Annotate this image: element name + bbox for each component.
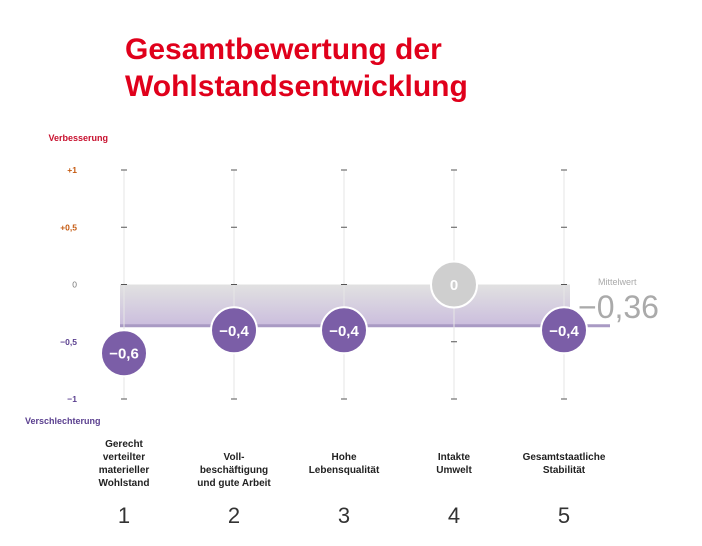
data-label-5: −0,4 xyxy=(549,323,579,340)
category-label-line: verteilter xyxy=(102,452,146,463)
category-label-line: und gute Arbeit xyxy=(197,478,271,489)
data-label-1: −0,6 xyxy=(109,346,139,363)
data-point-5 xyxy=(540,306,588,355)
title-line-2: Wohlstandsentwicklung xyxy=(125,70,468,103)
category-label-line: Hohe xyxy=(331,452,357,463)
category-number-5: 5 xyxy=(557,503,571,528)
data-label-3: −0,4 xyxy=(329,323,359,340)
category-number-2: 2 xyxy=(227,503,241,528)
category-label-2: Voll-beschäftigung und gute Arbeit xyxy=(179,451,289,490)
category-label-line: Gerecht xyxy=(105,439,143,450)
data-label-2: −0,4 xyxy=(219,323,249,340)
data-point-1 xyxy=(100,329,148,378)
data-point-2 xyxy=(210,306,258,355)
category-label-line: Gesamtstaatliche xyxy=(522,452,606,463)
y-tick-label: −1 xyxy=(67,394,77,404)
category-label-line: materieller xyxy=(98,465,150,476)
category-label-line: Lebensqualität xyxy=(308,465,380,476)
category-label-3: Hohe Lebensqualität xyxy=(289,451,399,477)
y-tick-label: −0,5 xyxy=(60,337,77,347)
category-number-1: 1 xyxy=(117,503,131,528)
category-number-3: 3 xyxy=(337,503,351,528)
category-label-line: Voll- xyxy=(223,452,245,463)
y-tick-label: +1 xyxy=(67,165,77,175)
category-label-1: Gerecht verteilter materieller Wohlstand xyxy=(69,438,179,490)
mean-value: −0,36 xyxy=(578,289,659,325)
category-label-line: Wohlstand xyxy=(98,478,150,489)
category-label-line: beschäftigung xyxy=(199,465,269,476)
y-label-bottom: Verschlechterung xyxy=(25,416,101,426)
mean-label: Mittelwert xyxy=(598,277,637,287)
category-label-line: Umwelt xyxy=(436,465,472,476)
chart-title: Gesamtbewertung der Wohlstandsentwicklun… xyxy=(125,31,468,105)
y-tick-label: 0 xyxy=(72,280,77,290)
data-point-3 xyxy=(320,306,368,355)
category-label-5: Gesamtstaatliche Stabilität xyxy=(509,451,619,477)
category-label-4: Intakte Umwelt xyxy=(399,451,509,477)
y-label-top: Verbesserung xyxy=(48,133,108,143)
category-label-line: Intakte xyxy=(437,452,471,463)
category-label-line: Stabilität xyxy=(542,465,586,476)
title-line-1: Gesamtbewertung der xyxy=(125,33,442,66)
data-point-4 xyxy=(430,260,478,309)
y-tick-label: +0,5 xyxy=(60,222,77,232)
category-number-4: 4 xyxy=(447,503,461,528)
data-label-4: 0 xyxy=(450,277,458,294)
